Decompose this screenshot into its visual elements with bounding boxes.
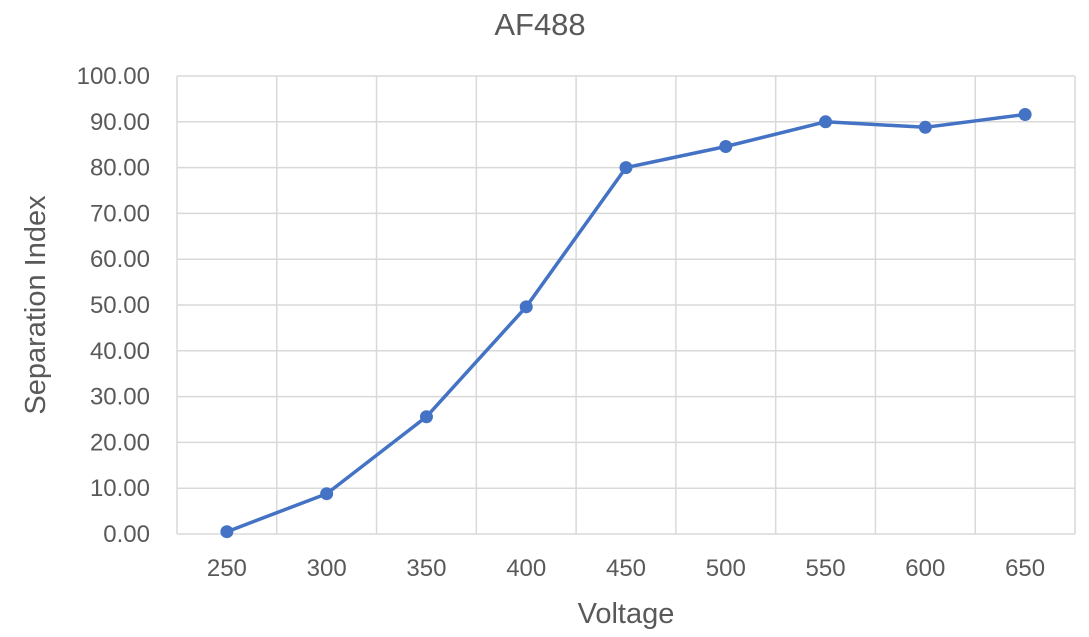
x-tick-label: 600 bbox=[905, 555, 945, 582]
data-point bbox=[320, 487, 334, 501]
y-tick-label: 80.00 bbox=[90, 155, 150, 182]
data-point bbox=[819, 115, 833, 129]
data-point bbox=[918, 120, 932, 134]
y-tick-label: 90.00 bbox=[90, 109, 150, 136]
gridlines bbox=[176, 75, 1076, 535]
series-line bbox=[225, 112, 1027, 534]
x-tick-label: 400 bbox=[506, 555, 546, 582]
y-axis-tick-labels: 0.00 10.00 20.00 30.00 40.00 50.00 60.00 70.00 8… bbox=[77, 63, 150, 548]
x-axis-tick-labels: 250 300 350 400 450 500 550 600 650 bbox=[207, 555, 1045, 582]
data-point bbox=[619, 161, 633, 175]
y-tick-label: 40.00 bbox=[90, 338, 150, 365]
data-point bbox=[719, 140, 733, 154]
data-point bbox=[419, 410, 433, 424]
y-axis-title: Separation Index bbox=[20, 195, 52, 415]
series-group bbox=[220, 107, 1032, 539]
x-axis-title: Voltage bbox=[578, 598, 675, 630]
y-tick-label: 0.00 bbox=[103, 521, 150, 548]
x-tick-label: 450 bbox=[606, 555, 646, 582]
data-point bbox=[1018, 107, 1032, 121]
data-point bbox=[220, 525, 234, 539]
y-tick-label: 50.00 bbox=[90, 292, 150, 319]
x-tick-label: 300 bbox=[307, 555, 347, 582]
x-tick-label: 550 bbox=[806, 555, 846, 582]
y-tick-label: 10.00 bbox=[90, 475, 150, 502]
x-tick-label: 350 bbox=[406, 555, 446, 582]
x-tick-label: 650 bbox=[1005, 555, 1045, 582]
y-tick-label: 70.00 bbox=[90, 200, 150, 227]
y-tick-label: 60.00 bbox=[90, 246, 150, 273]
x-tick-label: 250 bbox=[207, 555, 247, 582]
y-tick-label: 20.00 bbox=[90, 429, 150, 456]
chart-title: AF488 bbox=[494, 7, 585, 42]
x-tick-label: 500 bbox=[706, 555, 746, 582]
data-point bbox=[519, 300, 533, 314]
y-tick-label: 30.00 bbox=[90, 384, 150, 411]
y-tick-label: 100.00 bbox=[77, 63, 150, 90]
